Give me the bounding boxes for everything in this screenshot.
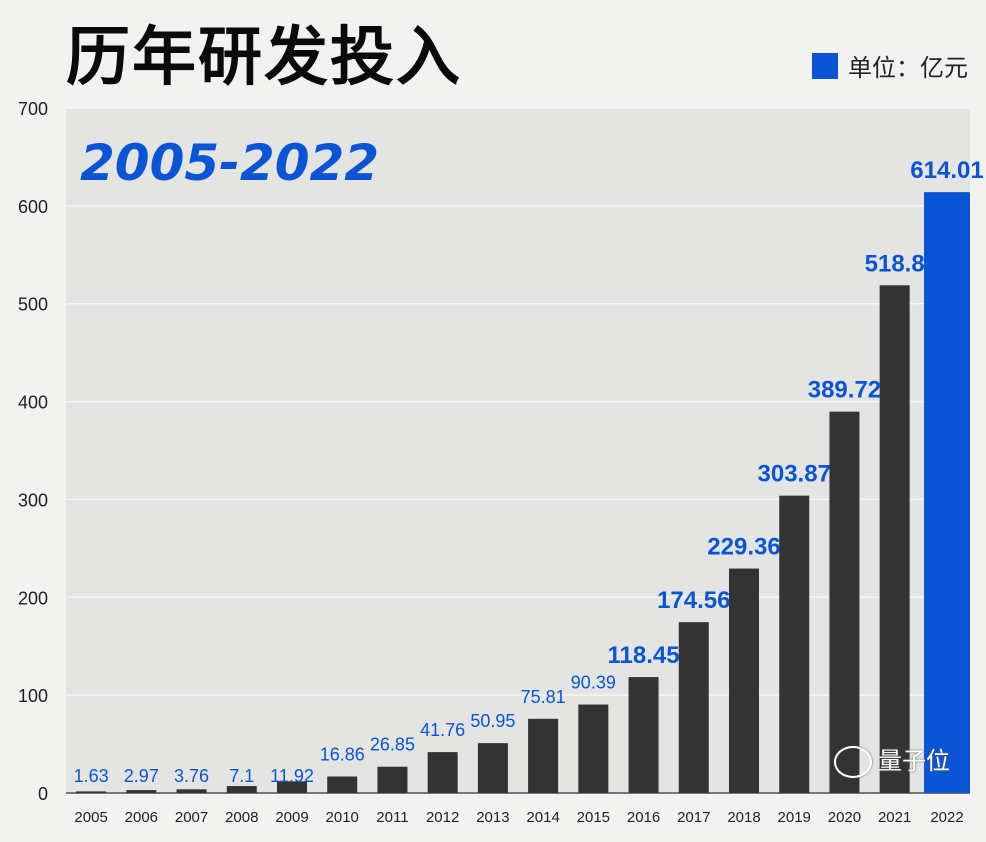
- data-label: 7.1: [229, 766, 254, 786]
- bar: [578, 704, 609, 793]
- x-tick-label: 2008: [225, 809, 258, 826]
- watermark-text: 量子位: [878, 748, 950, 775]
- x-tick-label: 2013: [476, 809, 509, 826]
- x-tick-label: 2014: [526, 809, 559, 826]
- bar: [477, 743, 508, 793]
- data-label: 50.95: [470, 711, 515, 731]
- data-label: 303.87: [758, 461, 831, 488]
- y-tick-label: 200: [18, 588, 48, 608]
- y-tick-label: 700: [18, 99, 48, 119]
- y-tick-label: 100: [18, 686, 48, 706]
- bar: [377, 766, 408, 793]
- x-tick-label: 2005: [74, 809, 107, 826]
- chart-title: 历年研发投入: [66, 20, 462, 95]
- data-label: 11.92: [270, 766, 314, 786]
- bar: [678, 622, 709, 793]
- y-tick-label: 400: [18, 393, 48, 413]
- x-tick-label: 2022: [930, 809, 963, 826]
- bar: [76, 791, 107, 793]
- legend-swatch: [812, 52, 838, 79]
- x-tick-label: 2017: [677, 809, 710, 826]
- data-label: 518.8: [865, 250, 925, 277]
- watermark: 量子位: [834, 746, 950, 778]
- x-tick-label: 2009: [275, 809, 308, 826]
- data-label: 2.97: [124, 766, 159, 786]
- x-tick-label: 2016: [627, 809, 660, 826]
- bar: [829, 411, 860, 793]
- x-tick-label: 2019: [778, 809, 811, 826]
- bar: [226, 786, 257, 793]
- plot-area: [66, 108, 970, 793]
- x-tick-label: 2006: [125, 809, 158, 826]
- x-tick-label: 2018: [727, 809, 760, 826]
- data-label: 90.39: [571, 673, 616, 693]
- x-tick-label: 2015: [577, 809, 610, 826]
- bar: [427, 752, 458, 793]
- y-tick-label: 300: [18, 490, 48, 510]
- x-tick-label: 2021: [878, 809, 911, 826]
- y-tick-label: 600: [18, 197, 48, 217]
- data-label: 16.86: [320, 745, 365, 765]
- x-tick-label: 2007: [175, 809, 208, 826]
- bar: [628, 677, 659, 793]
- bar: [924, 192, 970, 794]
- data-label: 3.76: [174, 766, 209, 786]
- legend-label: 单位：亿元: [848, 55, 968, 82]
- bar: [779, 495, 810, 793]
- data-label: 1.63: [74, 766, 109, 786]
- y-tick-label: 500: [18, 295, 48, 315]
- y-tick-label: 0: [38, 784, 48, 804]
- data-label: 614.01: [910, 157, 983, 184]
- legend: 单位：亿元: [812, 48, 968, 83]
- data-label: 389.72: [808, 377, 881, 404]
- bar: [879, 285, 910, 793]
- bar: [277, 781, 307, 793]
- x-tick-label: 2020: [828, 809, 861, 826]
- data-label: 41.76: [420, 720, 465, 740]
- wechat-icon: [834, 746, 872, 778]
- x-tick-label: 2012: [426, 809, 459, 826]
- data-label: 229.36: [707, 534, 780, 561]
- bar: [729, 568, 759, 793]
- data-label: 26.85: [370, 735, 415, 755]
- bar: [126, 790, 157, 793]
- x-tick-label: 2010: [326, 809, 359, 826]
- data-label: 118.45: [608, 642, 680, 669]
- bar: [528, 718, 559, 793]
- chart-subtitle: 2005-2022: [80, 134, 379, 192]
- bar: [176, 789, 207, 793]
- data-label: 75.81: [521, 687, 566, 707]
- x-tick-label: 2011: [376, 809, 408, 826]
- bar: [327, 776, 358, 793]
- data-label: 174.56: [657, 587, 730, 614]
